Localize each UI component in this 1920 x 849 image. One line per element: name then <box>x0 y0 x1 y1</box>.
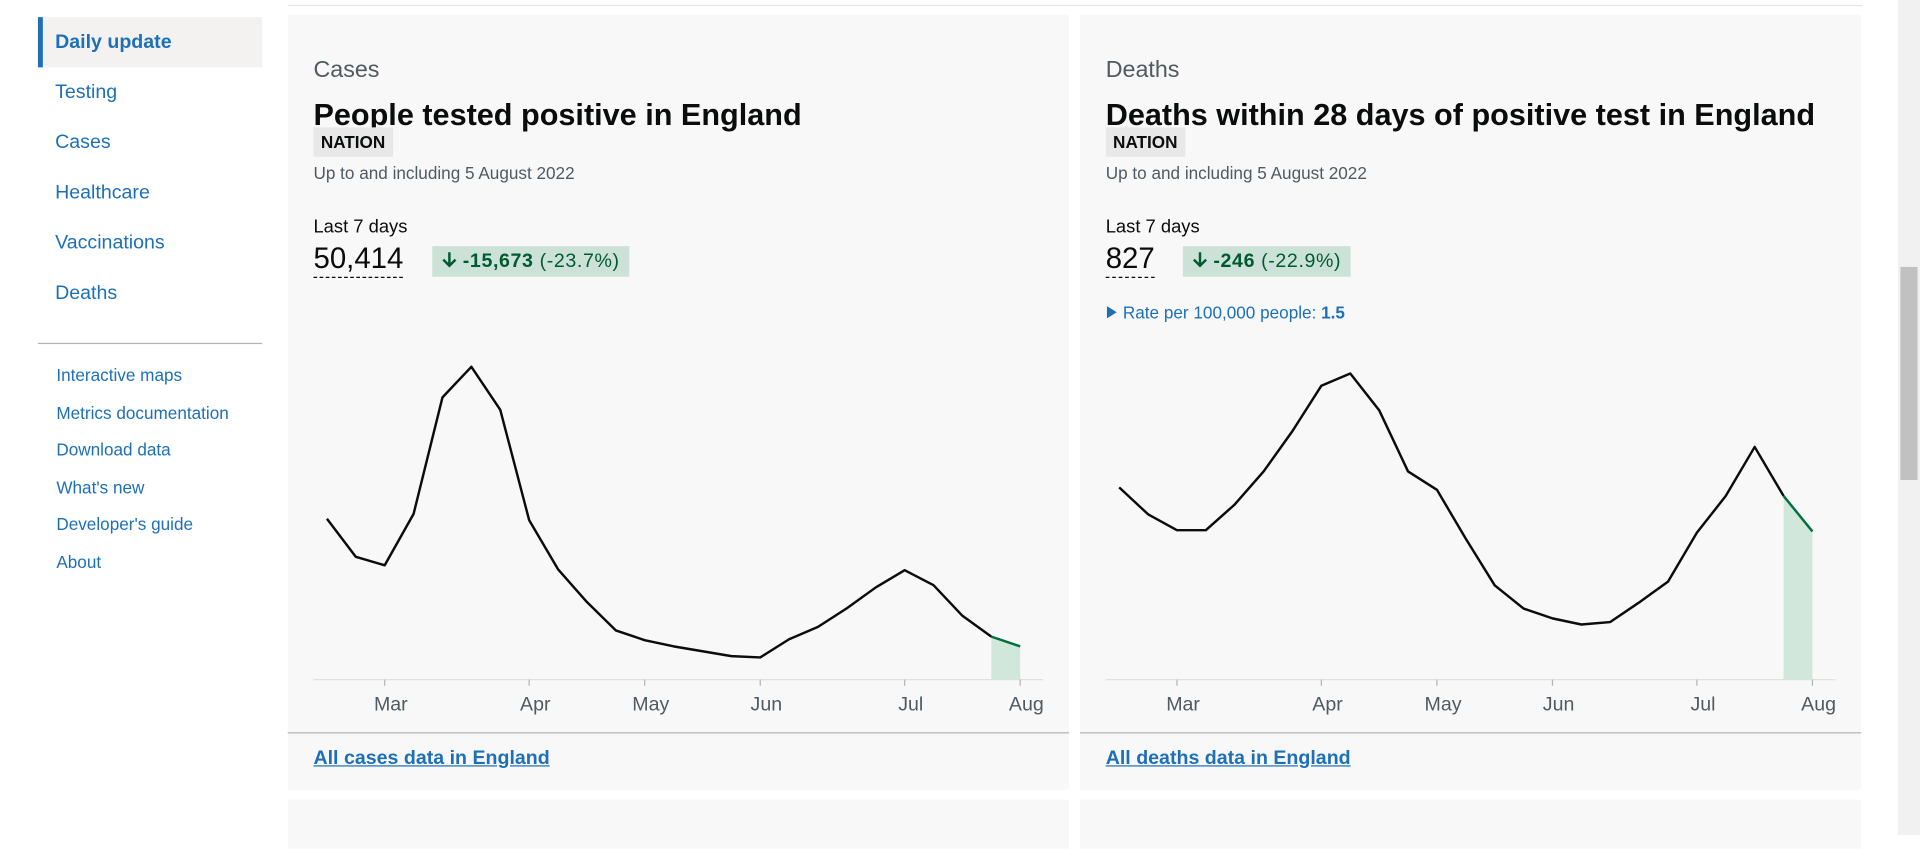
scroll-thumb[interactable] <box>1900 266 1918 481</box>
nav-link[interactable]: Deaths <box>55 282 118 304</box>
x-tick-label: May <box>1425 693 1462 715</box>
x-tick-label: Apr <box>1312 693 1343 715</box>
nav-link[interactable]: Developer's guide <box>56 514 194 534</box>
line <box>325 365 993 659</box>
card-title: People tested positive in England <box>313 97 802 133</box>
rate-label: Rate per 100,000 people: <box>1122 302 1317 323</box>
nav-link[interactable]: Daily update <box>55 31 172 53</box>
x-tick-label: Jul <box>898 693 923 715</box>
updated: Up to and including 5 August 2022 <box>1105 162 1367 183</box>
recent-area <box>991 636 1021 680</box>
x-tick-label: Mar <box>1166 693 1200 715</box>
change: -15,673 <box>462 251 534 272</box>
change-pct: (-22.9%) <box>1261 251 1342 272</box>
x-tick-label: Apr <box>520 693 551 715</box>
nav-link[interactable]: Testing <box>55 82 118 103</box>
line <box>1118 372 1785 626</box>
card: Cases People tested positive in England … <box>287 14 1069 790</box>
card-link[interactable]: All cases data in England <box>313 748 550 769</box>
card-label: Deaths <box>1105 57 1180 84</box>
active-nav-bg <box>37 17 263 68</box>
separator <box>287 732 1069 734</box>
rate-toggle[interactable]: Rate per 100,000 people: 1.5 <box>1106 302 1345 322</box>
card-link[interactable]: All deaths data in England <box>1105 748 1351 769</box>
headline-value: 827 <box>1105 242 1155 278</box>
card-label: Cases <box>313 57 380 84</box>
recent-line <box>1782 495 1814 533</box>
x-tick-label: Mar <box>374 693 408 715</box>
recent-line <box>990 635 1021 648</box>
down-arrow <box>442 252 457 268</box>
chart: Mar Apr May Jun Jul Aug <box>1105 372 1836 715</box>
change-box: -15,673 (-23.7%) <box>432 246 630 277</box>
x-tick-label: Aug <box>1801 693 1836 715</box>
x-tick-label: May <box>632 693 669 715</box>
nav-link[interactable]: Vaccinations <box>55 232 165 254</box>
card-title: Deaths within 28 days of positive test i… <box>1105 97 1816 133</box>
separator <box>1080 732 1862 734</box>
top-rule <box>287 4 1863 7</box>
nav-link[interactable]: What's new <box>56 477 145 498</box>
card <box>1080 799 1862 849</box>
nav-link[interactable]: Metrics documentation <box>56 402 229 423</box>
card: Deaths Deaths within 28 days of positive… <box>1080 14 1862 790</box>
period: Last 7 days <box>313 216 408 238</box>
badge: NATION <box>313 127 393 157</box>
triangle <box>1106 306 1117 319</box>
nav-link[interactable]: Cases <box>55 132 111 154</box>
updated: Up to and including 5 August 2022 <box>313 162 575 183</box>
change-box: -246 (-22.9%) <box>1182 246 1351 277</box>
nav-divider <box>37 342 263 345</box>
x-tick-label: Jul <box>1691 693 1716 715</box>
x-tick-label: Aug <box>1009 693 1044 715</box>
headline-value: 50,414 <box>313 242 404 278</box>
rate-value: 1.5 <box>1321 302 1345 323</box>
nav-link[interactable]: Interactive maps <box>56 364 183 385</box>
recent-area <box>1783 495 1813 680</box>
period: Last 7 days <box>1105 216 1200 238</box>
x-tick-label: Jun <box>751 693 783 715</box>
chart: Mar Apr May Jun Jul Aug <box>313 365 1044 715</box>
badge: NATION <box>1105 127 1185 157</box>
nav-link[interactable]: Healthcare <box>55 182 150 204</box>
x-tick-label: Jun <box>1543 693 1575 715</box>
change: -246 <box>1213 251 1256 272</box>
down-arrow <box>1193 252 1207 268</box>
nav-link[interactable]: Download data <box>56 439 171 460</box>
card <box>287 799 1069 849</box>
change-pct: (-23.7%) <box>539 251 620 272</box>
nav-link[interactable]: About <box>56 552 102 572</box>
